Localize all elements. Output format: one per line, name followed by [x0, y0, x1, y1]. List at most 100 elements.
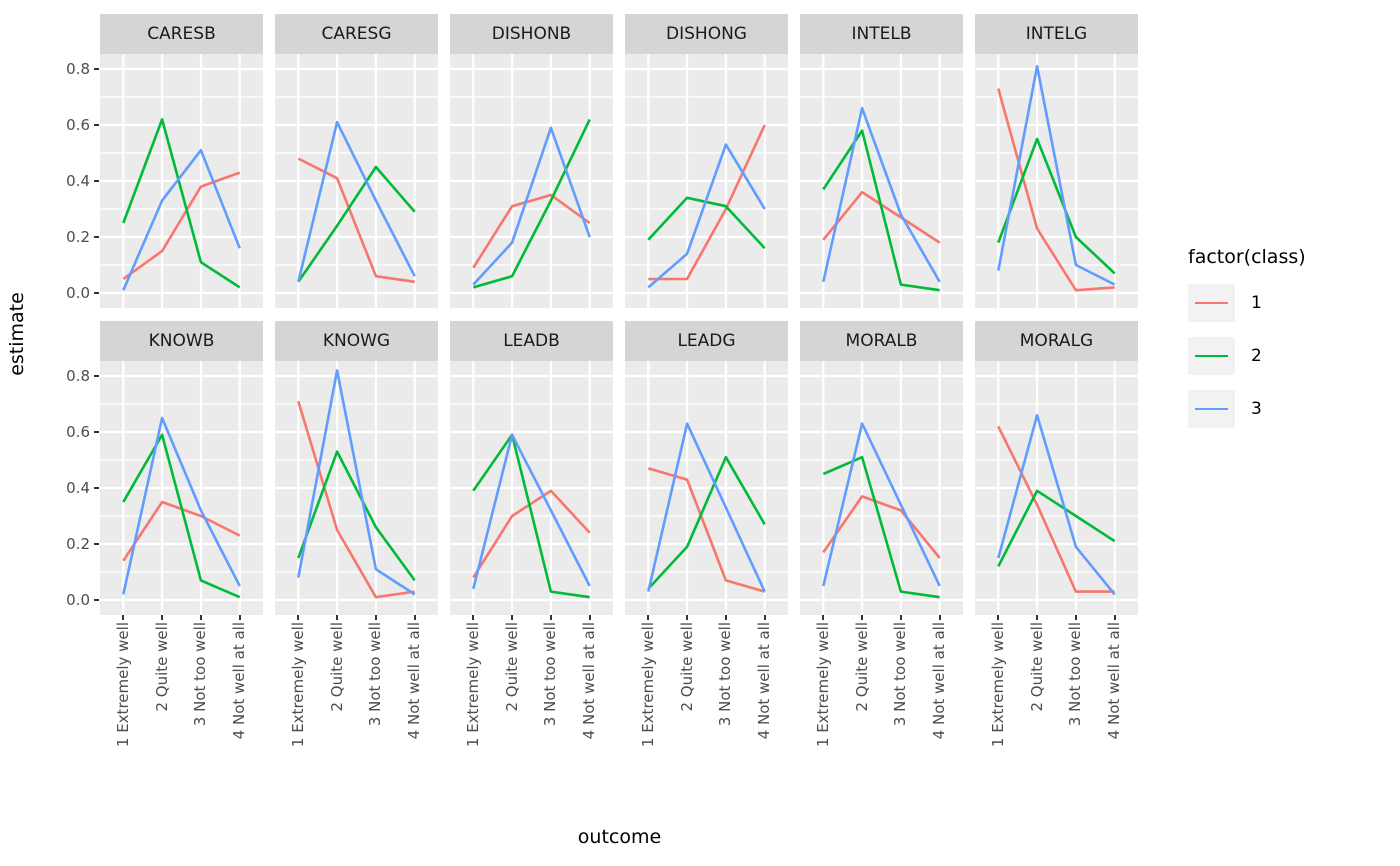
legend-key-line-sample [1195, 407, 1228, 410]
y-tick-label: 0.6 [66, 423, 90, 441]
series-line-class-3 [297, 369, 416, 596]
series-line-class-2 [472, 118, 591, 289]
x-tick-mark [1036, 615, 1039, 620]
x-tick-label: 3 Not too well [541, 622, 560, 727]
x-tick-mark [374, 615, 377, 620]
series-line-class-2 [122, 433, 241, 599]
x-tick-mark [724, 615, 727, 620]
legend-item-1: 1 [1188, 284, 1306, 322]
x-tick-label: 3 Not too well [1066, 622, 1085, 727]
facet-panel-caresg [275, 54, 438, 308]
y-tick-label: 0.4 [66, 172, 90, 190]
series-line-class-2 [997, 137, 1116, 275]
y-tick-mark [94, 180, 99, 182]
x-tick-mark [1113, 615, 1116, 620]
series-line-class-2 [122, 118, 241, 289]
x-tick-label: 1 Extremely well [813, 622, 832, 748]
y-tick-mark [94, 375, 99, 377]
series-line-class-2 [647, 455, 766, 590]
facet-panel-dishonb [450, 54, 613, 308]
series-line-class-2 [822, 455, 940, 599]
x-tick-mark [1074, 615, 1077, 620]
x-tick-mark [822, 615, 825, 620]
series-line-class-3 [472, 433, 591, 590]
series-line-class-3 [122, 416, 241, 595]
series-line-class-1 [997, 425, 1115, 593]
x-tick-mark [588, 615, 591, 620]
legend-key-line-sample [1195, 354, 1228, 357]
y-tick-mark [94, 487, 99, 489]
series-line-class-3 [122, 148, 241, 291]
x-tick-label: 2 Quite well [327, 622, 346, 712]
legend-item-3: 3 [1188, 390, 1306, 428]
x-tick-label: 3 Not too well [891, 622, 910, 727]
x-tick-mark [336, 615, 339, 620]
y-tick-label: 0.2 [66, 535, 90, 553]
x-tick-label: 4 Not well at all [405, 622, 424, 740]
facet-panel-dishong [625, 54, 788, 308]
x-tick-mark [997, 615, 1000, 620]
x-tick-mark [549, 615, 552, 620]
series-line-class-3 [472, 126, 591, 286]
facet-strip: CARESG [275, 14, 438, 54]
facet-strip: DISHONG [625, 14, 788, 54]
x-tick-label: 4 Not well at all [755, 622, 774, 740]
x-tick-label: 4 Not well at all [230, 622, 249, 740]
series-line-class-1 [297, 400, 415, 599]
series-line-class-3 [997, 413, 1116, 596]
series-line-class-3 [822, 106, 941, 283]
x-tick-mark [686, 615, 689, 620]
y-tick-label: 0.0 [66, 284, 90, 302]
x-tick-label: 1 Extremely well [988, 622, 1007, 748]
y-tick-mark [94, 236, 99, 238]
y-tick-label: 0.2 [66, 228, 90, 246]
facet-panel-leadg [625, 361, 788, 615]
facet-panel-knowg [275, 361, 438, 615]
legend-item-2: 2 [1188, 337, 1306, 375]
legend-items: 1 2 3 [1188, 284, 1306, 428]
facet-strip: CARESB [100, 14, 263, 54]
x-tick-mark [199, 615, 202, 620]
legend-key [1188, 337, 1235, 375]
x-tick-label: 2 Quite well [852, 622, 871, 712]
x-tick-mark [899, 615, 902, 620]
facet-strip: INTELG [975, 14, 1138, 54]
x-tick-label: 1 Extremely well [288, 622, 307, 748]
x-tick-mark [238, 615, 241, 620]
y-tick-label: 0.8 [66, 367, 90, 385]
series-line-class-1 [472, 193, 591, 269]
series-line-class-3 [647, 143, 766, 289]
y-tick-mark [94, 292, 99, 294]
x-tick-label: 3 Not too well [191, 622, 210, 727]
facet-panel-moralg [975, 361, 1138, 615]
legend-key [1188, 390, 1235, 428]
facet-panel-moralb [800, 361, 963, 615]
series-line-class-1 [648, 124, 766, 281]
legend-key [1188, 284, 1235, 322]
series-line-class-2 [297, 165, 416, 283]
y-tick-label: 0.6 [66, 116, 90, 134]
series-line-class-1 [122, 171, 241, 281]
legend-key-line-sample [1195, 301, 1228, 304]
series-line-class-1 [472, 489, 591, 579]
series-line-class-3 [997, 64, 1116, 286]
series-line-class-2 [822, 129, 940, 292]
y-tick-label: 0.4 [66, 479, 90, 497]
facet-strip: KNOWB [100, 321, 263, 361]
legend: factor(class) 1 2 3 [1188, 246, 1306, 443]
y-tick-label: 0.8 [66, 60, 90, 78]
x-tick-mark [122, 615, 125, 620]
facet-strip: LEADB [450, 321, 613, 361]
legend-label: 1 [1251, 293, 1262, 313]
x-tick-label: 4 Not well at all [930, 622, 949, 740]
y-tick-mark [94, 124, 99, 126]
x-tick-mark [647, 615, 650, 620]
x-tick-label: 4 Not well at all [580, 622, 599, 740]
facet-strip: DISHONB [450, 14, 613, 54]
x-tick-mark [938, 615, 941, 620]
x-axis-title: outcome [577, 826, 662, 848]
legend-title: factor(class) [1188, 246, 1306, 268]
y-tick-label: 0.0 [66, 591, 90, 609]
x-tick-label: 2 Quite well [502, 622, 521, 712]
x-tick-label: 3 Not too well [366, 622, 385, 727]
